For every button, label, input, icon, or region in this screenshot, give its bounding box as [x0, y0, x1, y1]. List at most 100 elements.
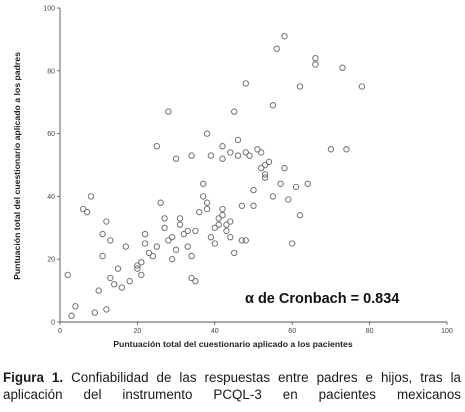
data-point: [296, 83, 304, 90]
data-point: [358, 83, 366, 90]
data-point: [188, 274, 195, 282]
data-point: [203, 205, 211, 213]
x-tick-label: 60: [288, 328, 296, 335]
data-point: [192, 227, 199, 235]
data-point: [203, 199, 211, 206]
data-point: [169, 234, 176, 241]
data-point: [122, 243, 129, 250]
data-point: [138, 271, 145, 279]
data-point: [188, 152, 195, 159]
y-tick-label: 80: [47, 68, 55, 75]
data-point: [161, 215, 168, 222]
x-tick-label: 100: [441, 328, 453, 335]
data-point: [165, 237, 172, 244]
x-axis-ticks: 0 20 40 60 80 100: [58, 322, 453, 335]
data-point: [103, 218, 110, 225]
data-point: [149, 252, 157, 260]
data-point: [203, 130, 211, 137]
data-point: [134, 265, 141, 272]
data-point: [281, 33, 288, 40]
data-point: [138, 259, 145, 266]
caption-label: Figura 1.: [3, 370, 64, 385]
data-point: [207, 234, 215, 241]
data-point: [219, 205, 226, 213]
data-point: [118, 284, 126, 291]
data-point: [99, 252, 106, 260]
y-tick-label: 100: [43, 6, 55, 13]
data-point: [83, 208, 91, 216]
data-point: [219, 155, 226, 162]
data-point: [277, 180, 284, 187]
scatter-chart: 0 20 40 60 80 100 0 20 40 60 80 100 α de Cronbach …: [12, 6, 453, 350]
data-point: [211, 240, 218, 247]
data-point: [176, 215, 184, 222]
data-point: [157, 199, 164, 206]
data-point: [227, 149, 234, 156]
data-point: [95, 287, 102, 294]
data-point: [312, 55, 319, 62]
data-point: [343, 146, 350, 153]
data-point: [141, 230, 149, 238]
data-point: [269, 193, 277, 200]
data-point: [258, 149, 265, 156]
data-point: [242, 237, 249, 244]
data-point: [289, 240, 296, 247]
data-point: [169, 256, 176, 263]
data-point: [107, 274, 114, 282]
data-point: [261, 161, 269, 169]
data-point: [211, 224, 218, 231]
cronbach-alpha-annotation: α de Cronbach = 0.834: [245, 291, 399, 307]
data-point: [254, 146, 261, 153]
data-point: [234, 152, 242, 159]
caption-text: Confiabilidad de las respuestas entre pa…: [3, 370, 461, 402]
data-point: [111, 281, 118, 288]
data-point: [261, 171, 269, 178]
data-point: [242, 80, 249, 87]
data-point: [172, 246, 180, 253]
data-point: [312, 61, 319, 68]
data-point: [80, 205, 87, 213]
data-point: [153, 243, 160, 250]
data-point: [269, 102, 277, 109]
x-tick-label: 20: [134, 328, 142, 335]
data-point: [227, 234, 234, 241]
data-point: [281, 164, 288, 172]
data-point: [215, 215, 222, 222]
y-axis-ticks: 0 20 40 60 80 100: [43, 6, 60, 327]
data-point: [238, 202, 246, 209]
data-point: [107, 237, 114, 244]
data-point: [231, 108, 238, 115]
data-point: [261, 174, 269, 181]
y-tick-label: 40: [47, 194, 55, 201]
data-point: [141, 240, 149, 247]
data-point: [250, 202, 257, 209]
data-point: [327, 146, 335, 153]
y-tick-label: 60: [47, 131, 55, 138]
data-point: [304, 180, 311, 187]
data-point: [231, 249, 238, 257]
data-point: [68, 312, 75, 319]
data-point: [126, 278, 133, 285]
y-tick-label: 0: [51, 320, 55, 327]
data-point: [196, 208, 203, 216]
x-tick-label: 0: [58, 328, 62, 335]
data-point: [161, 224, 168, 231]
scatter-figure: 0 20 40 60 80 100 0 20 40 60 80 100 α de Cronbach …: [12, 6, 453, 350]
data-point: [172, 155, 180, 162]
data-point: [223, 221, 230, 228]
data-point: [184, 243, 191, 250]
data-point: [72, 303, 79, 310]
data-point: [258, 164, 265, 172]
data-point: [215, 221, 222, 228]
data-point: [180, 230, 187, 238]
data-point: [192, 278, 199, 285]
data-point: [227, 218, 234, 225]
data-point: [188, 252, 195, 260]
data-point: [207, 152, 215, 159]
data-point: [99, 230, 106, 238]
data-point: [165, 108, 172, 115]
data-point: [296, 212, 304, 219]
data-point: [219, 143, 226, 150]
y-tick-label: 20: [47, 257, 55, 264]
x-tick-label: 80: [366, 328, 374, 335]
